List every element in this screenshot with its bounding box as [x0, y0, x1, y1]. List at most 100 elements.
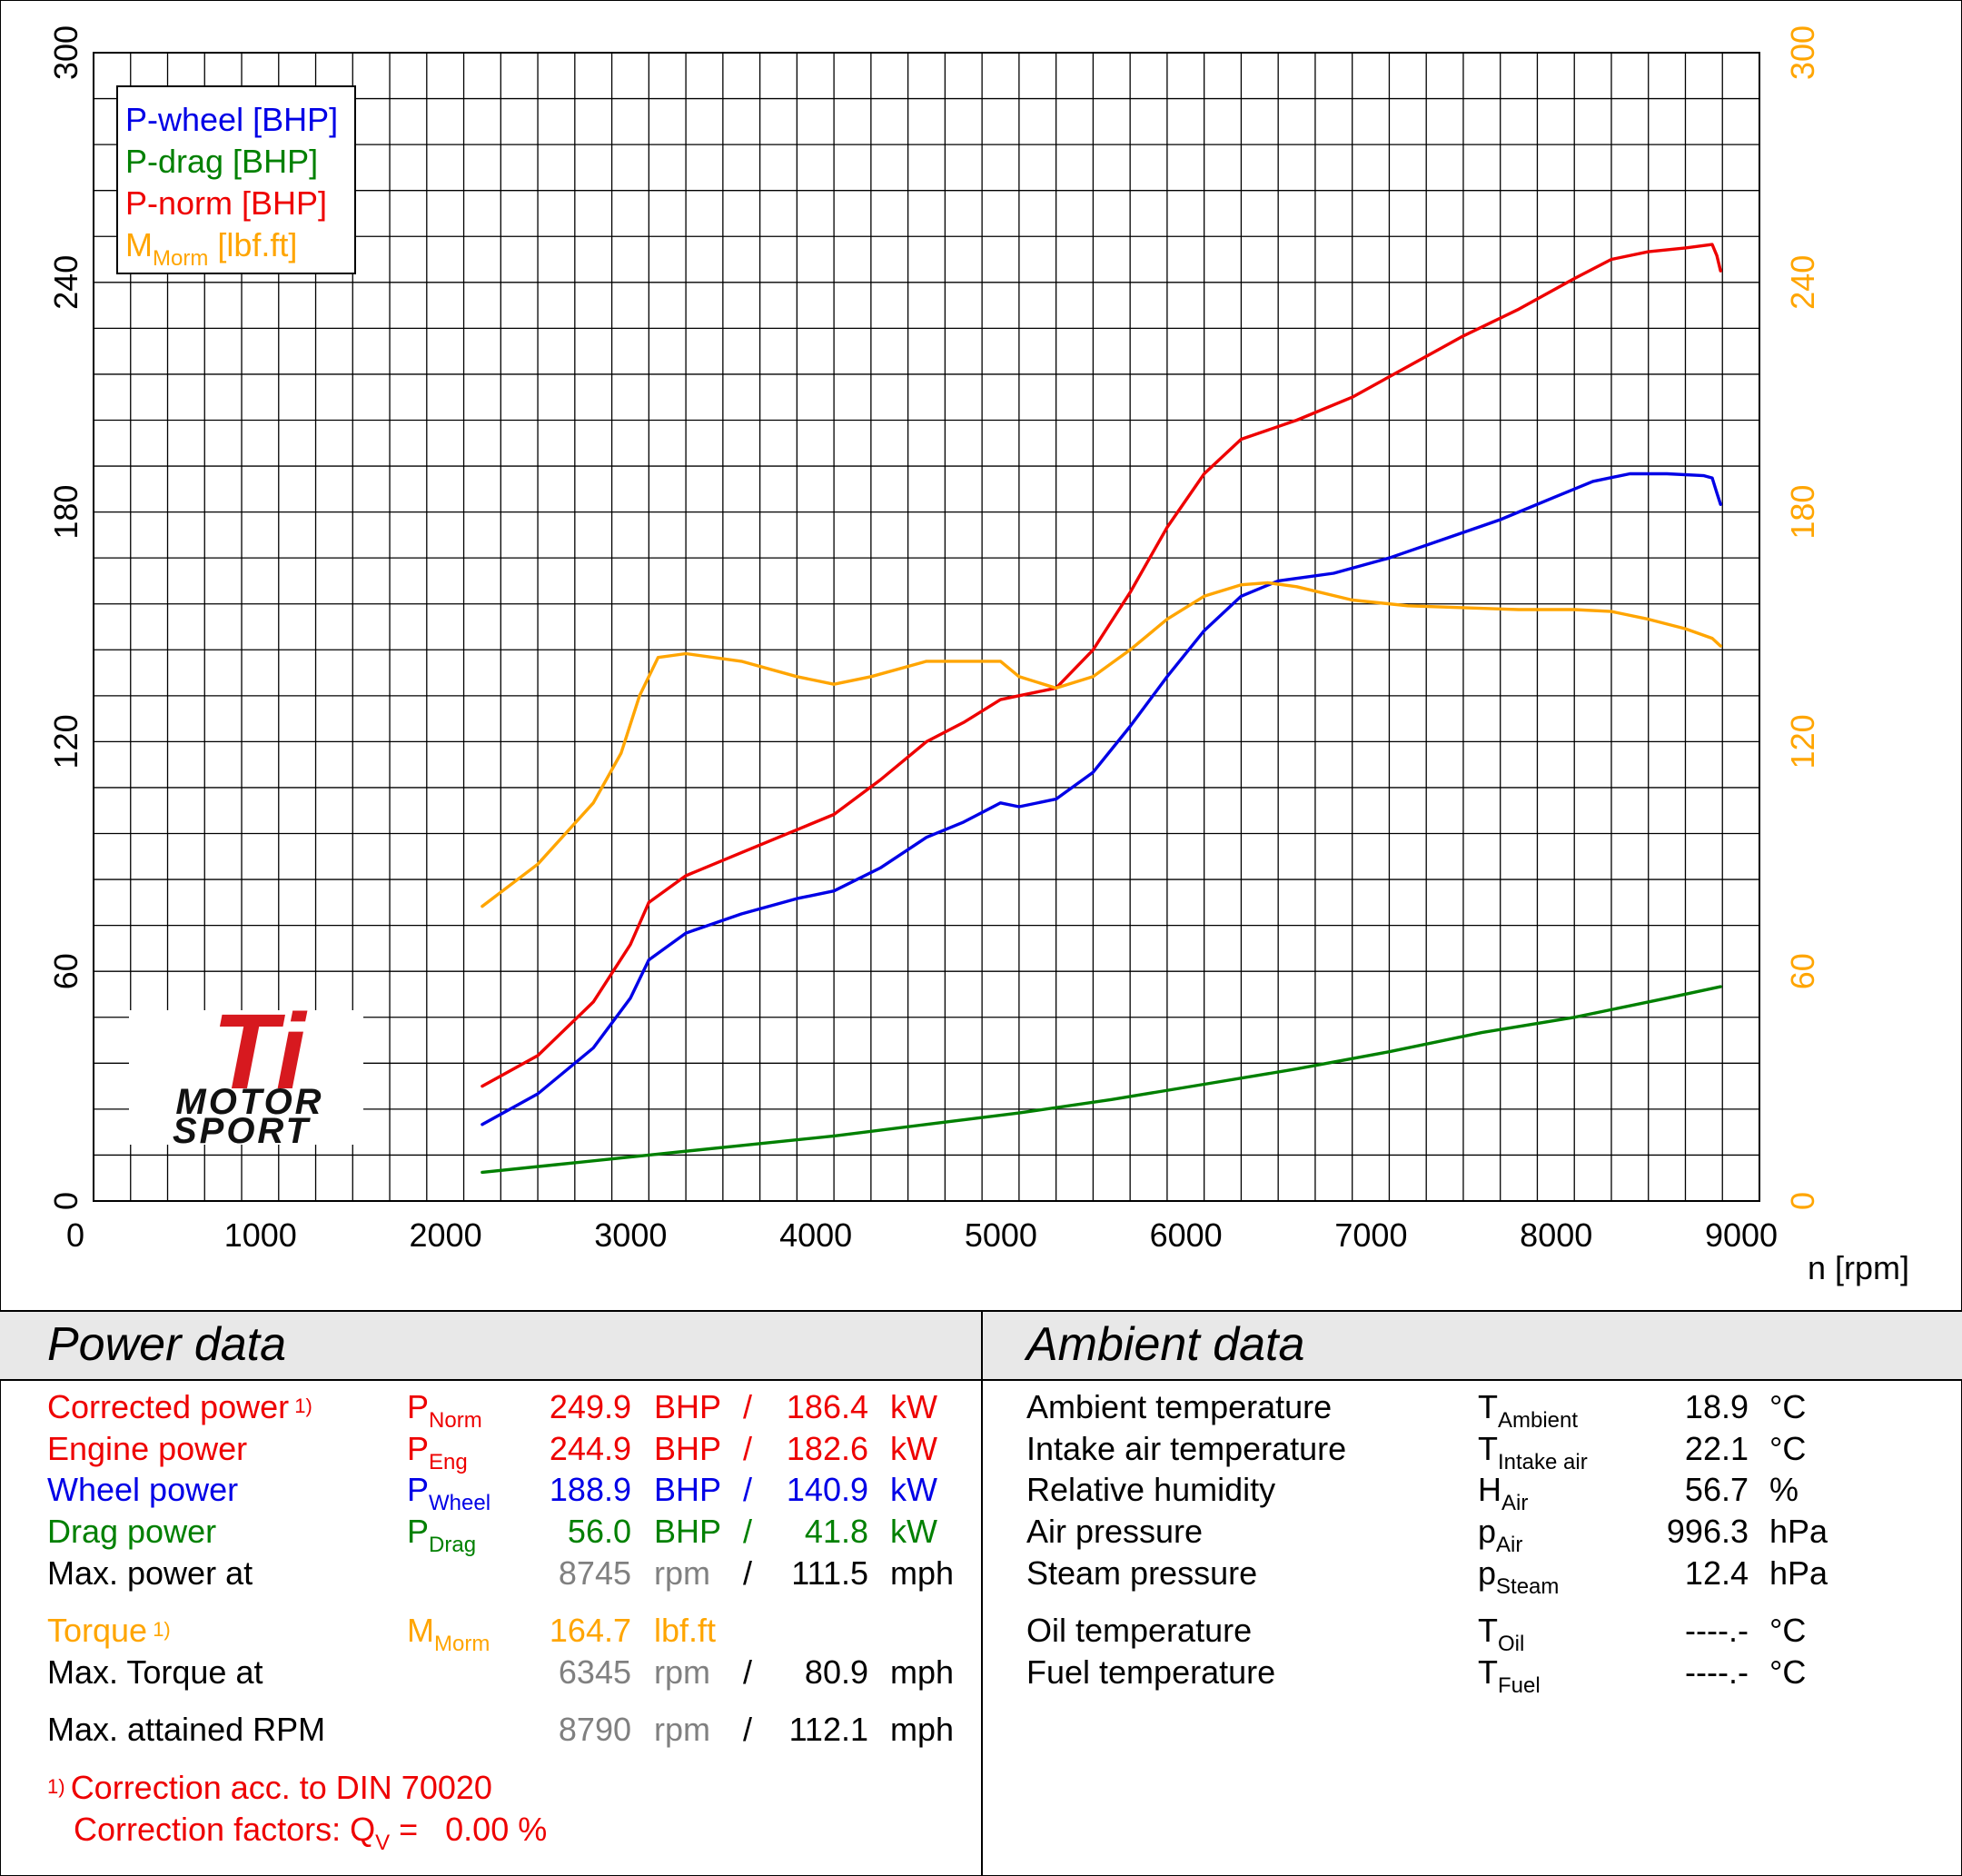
ambient-row-symbol: TFuel	[1478, 1653, 1541, 1698]
power-row-separator: /	[743, 1388, 753, 1425]
ambient-row-unit: °C	[1769, 1612, 1807, 1649]
ambient-row-value: 22.1	[1684, 1430, 1749, 1467]
series-line	[481, 243, 1722, 1088]
power-row-label: Max. power at	[47, 1554, 253, 1592]
power-row-unit2: kW	[890, 1513, 937, 1550]
x-tick-label: 4000	[779, 1216, 852, 1254]
power-row-unit2: mph	[890, 1711, 955, 1748]
power-row-symbol: MMorm	[407, 1612, 490, 1656]
power-row-label: Max. Torque at	[47, 1653, 263, 1691]
power-row-value2: 41.8	[804, 1513, 868, 1550]
logo-ti: Ti	[213, 992, 308, 1112]
power-data-title: Power data	[47, 1318, 287, 1371]
ambient-row-unit: °C	[1769, 1430, 1807, 1467]
power-row-label: Engine power	[47, 1430, 248, 1467]
x-tick-label: 3000	[594, 1216, 667, 1254]
ambient-row-symbol: pAir	[1478, 1513, 1523, 1557]
x-tick-label: 0	[66, 1216, 84, 1254]
ambient-row-label: Relative humidity	[1026, 1471, 1276, 1508]
power-row-unit1: lbf.ft	[654, 1612, 717, 1649]
power-row-value1: 249.9	[549, 1388, 631, 1425]
ambient-row-value: 996.3	[1666, 1513, 1749, 1550]
power-row-unit1: BHP	[654, 1430, 722, 1467]
power-row-symbol: PEng	[407, 1430, 468, 1474]
power-row-unit1: BHP	[654, 1513, 722, 1550]
power-row-unit1: rpm	[654, 1711, 710, 1748]
y-tick-label-left: 0	[47, 1192, 84, 1210]
power-row-value1: 8745	[558, 1554, 631, 1592]
ambient-row-value: ----.-	[1685, 1653, 1749, 1691]
ambient-row-value: 18.9	[1684, 1388, 1749, 1425]
ambient-row-value: 56.7	[1684, 1471, 1749, 1508]
x-axis-label: n [rpm]	[1808, 1249, 1909, 1286]
logo-motor: MOTOR	[175, 1082, 323, 1122]
ambient-row-label: Air pressure	[1026, 1513, 1204, 1550]
y-tick-label-right: 60	[1784, 953, 1821, 989]
ambient-row-label: Ambient temperature	[1026, 1388, 1333, 1425]
power-row-unit1: rpm	[654, 1653, 710, 1691]
power-row-value2: 182.6	[786, 1430, 868, 1467]
power-row-value1: 244.9	[549, 1430, 631, 1467]
x-tick-label: 8000	[1520, 1216, 1592, 1254]
power-row-unit1: rpm	[654, 1554, 710, 1592]
plot-area	[94, 53, 1759, 1201]
power-row-separator: /	[743, 1430, 753, 1467]
power-row-separator: /	[743, 1653, 753, 1691]
power-row-value1: 8790	[558, 1711, 631, 1748]
y-tick-label-left: 180	[47, 485, 84, 540]
x-tick-label: 2000	[410, 1216, 482, 1254]
power-row-value1: 56.0	[567, 1513, 631, 1550]
power-row-unit1: BHP	[654, 1388, 722, 1425]
power-row-symbol: PNorm	[407, 1388, 482, 1433]
series-line	[481, 985, 1722, 1175]
legend-entry: P-norm [BHP]	[125, 184, 327, 222]
power-row-value2: 112.1	[788, 1711, 868, 1748]
series-line	[481, 581, 1722, 908]
power-row-symbol: PDrag	[407, 1513, 477, 1557]
x-tick-label: 1000	[224, 1216, 297, 1254]
y-tick-label-left: 120	[47, 714, 84, 769]
plot-border	[93, 52, 1760, 1202]
power-row-unit2: kW	[890, 1388, 937, 1425]
legend-entry: P-wheel [BHP]	[125, 101, 338, 138]
panel-divider	[981, 1310, 983, 1876]
y-tick-label-right: 300	[1784, 25, 1821, 80]
ambient-row-unit: hPa	[1769, 1513, 1828, 1550]
ambient-row-label: Oil temperature	[1026, 1612, 1253, 1649]
ambient-row-label: Fuel temperature	[1026, 1653, 1276, 1691]
y-tick-label-right: 180	[1784, 485, 1821, 540]
ambient-row-unit: hPa	[1769, 1554, 1828, 1592]
power-row-label: Wheel power	[47, 1471, 239, 1508]
logo-sport: SPORT	[173, 1111, 312, 1151]
power-row-unit2: kW	[890, 1471, 937, 1508]
power-row-symbol: PWheel	[407, 1471, 491, 1515]
power-row-value2: 111.5	[791, 1554, 868, 1592]
ambient-row-symbol: pSteam	[1478, 1554, 1560, 1599]
power-row-label: Max. attained RPM	[47, 1711, 326, 1748]
ambient-row-label: Intake air temperature	[1026, 1430, 1347, 1467]
power-row-separator: /	[743, 1711, 753, 1748]
y-tick-label-left: 60	[47, 953, 84, 989]
power-row-separator: /	[743, 1471, 753, 1508]
ambient-row-symbol: TAmbient	[1478, 1388, 1579, 1433]
power-row-value1: 164.7	[549, 1612, 631, 1649]
ambient-row-symbol: TIntake air	[1478, 1430, 1588, 1474]
ambient-row-label: Steam pressure	[1026, 1554, 1258, 1592]
x-tick-label: 6000	[1150, 1216, 1223, 1254]
ambient-row-unit: °C	[1769, 1653, 1807, 1691]
ambient-row-unit: °C	[1769, 1388, 1807, 1425]
power-row-unit2: mph	[890, 1653, 955, 1691]
y-tick-label-right: 240	[1784, 255, 1821, 310]
y-tick-label-right: 0	[1784, 1192, 1821, 1210]
x-tick-label: 5000	[965, 1216, 1037, 1254]
legend-entry: P-drag [BHP]	[125, 143, 318, 180]
power-row-value1: 188.9	[549, 1471, 631, 1508]
series-line	[481, 471, 1722, 1127]
legend-box	[116, 85, 356, 274]
ambient-data-title: Ambient data	[1026, 1318, 1305, 1371]
ambient-row-unit: %	[1769, 1471, 1799, 1508]
y-tick-label-right: 120	[1784, 714, 1821, 769]
ambient-row-symbol: HAir	[1478, 1471, 1529, 1515]
y-tick-label-left: 300	[47, 25, 84, 80]
power-row-separator: /	[743, 1554, 753, 1592]
